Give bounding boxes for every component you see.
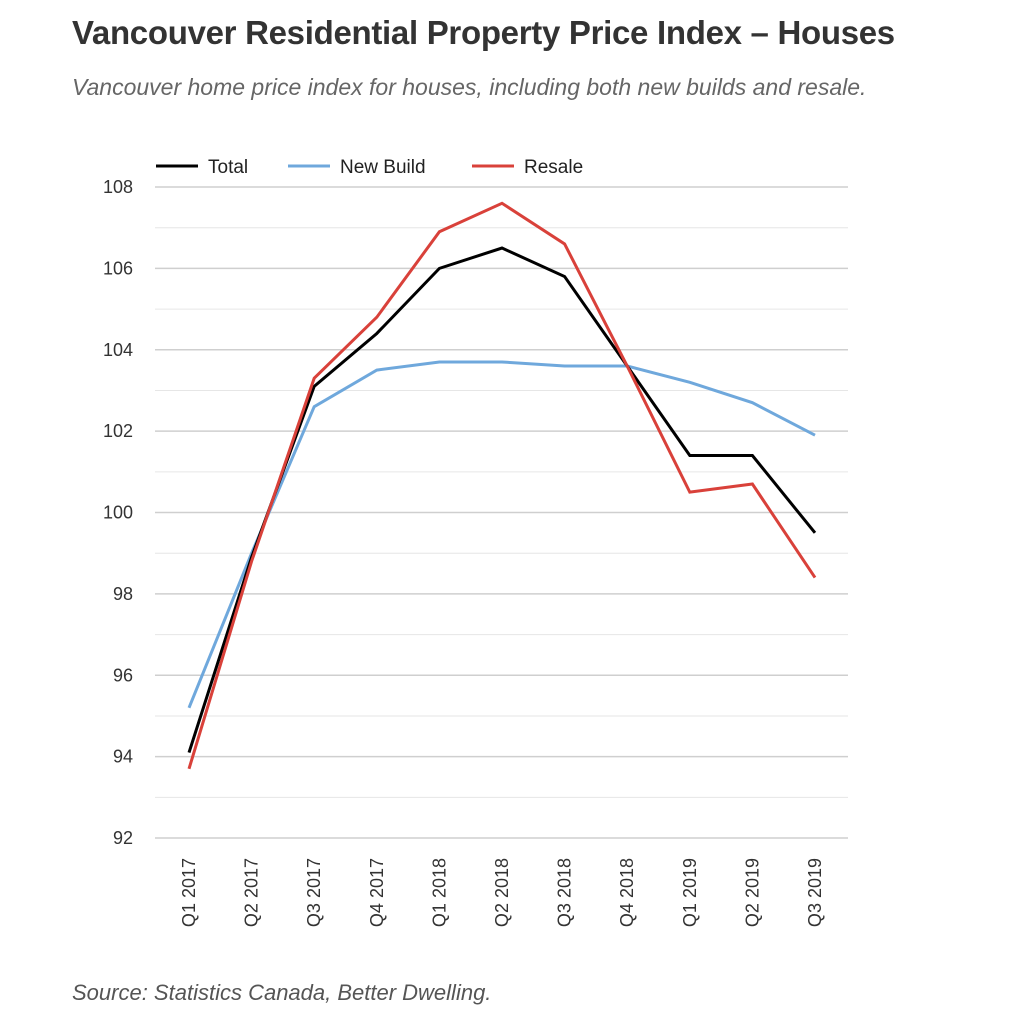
y-tick-label: 106 — [103, 258, 133, 278]
y-tick-label: 102 — [103, 421, 133, 441]
y-tick-label: 108 — [103, 177, 133, 197]
legend: Total New Build Resale — [156, 157, 583, 178]
y-tick-label: 94 — [113, 747, 133, 767]
legend-label: Resale — [524, 157, 583, 178]
series-line-new-build — [187, 360, 816, 709]
x-tick-label: Q3 2018 — [555, 858, 575, 927]
series-line-resale — [187, 201, 817, 770]
x-tick-label: Q1 2018 — [429, 858, 449, 927]
y-tick-label: 96 — [113, 665, 133, 685]
source-note: Source: Statistics Canada, Better Dwelli… — [72, 980, 492, 1005]
x-axis: Q1 2017 Q2 2017 Q3 2017 Q4 2017 Q1 2018 Q2 20… — [179, 858, 825, 927]
x-tick-label: Q1 2017 — [179, 858, 199, 927]
legend-label: New Build — [340, 157, 426, 178]
series-lines — [187, 201, 817, 770]
x-tick-label: Q1 2019 — [680, 858, 700, 927]
x-tick-label: Q2 2017 — [242, 858, 262, 927]
x-tick-label: Q3 2019 — [805, 858, 825, 927]
y-axis: 92 94 96 98 100 102 104 106 108 — [103, 177, 133, 848]
chart-subtitle: Vancouver home price index for houses, i… — [72, 74, 867, 100]
y-tick-label: 98 — [113, 584, 133, 604]
y-tick-label: 92 — [113, 828, 133, 848]
gridlines — [155, 186, 848, 839]
x-tick-label: Q3 2017 — [304, 858, 324, 927]
x-tick-label: Q4 2017 — [367, 858, 387, 927]
chart-title: Vancouver Residential Property Price Ind… — [72, 14, 895, 51]
x-tick-label: Q4 2018 — [617, 858, 637, 927]
x-tick-label: Q2 2018 — [492, 858, 512, 927]
x-tick-label: Q2 2019 — [742, 858, 762, 927]
legend-label: Total — [208, 157, 248, 178]
series-line-total — [187, 246, 817, 754]
y-tick-label: 100 — [103, 503, 133, 523]
y-tick-label: 104 — [103, 340, 133, 360]
